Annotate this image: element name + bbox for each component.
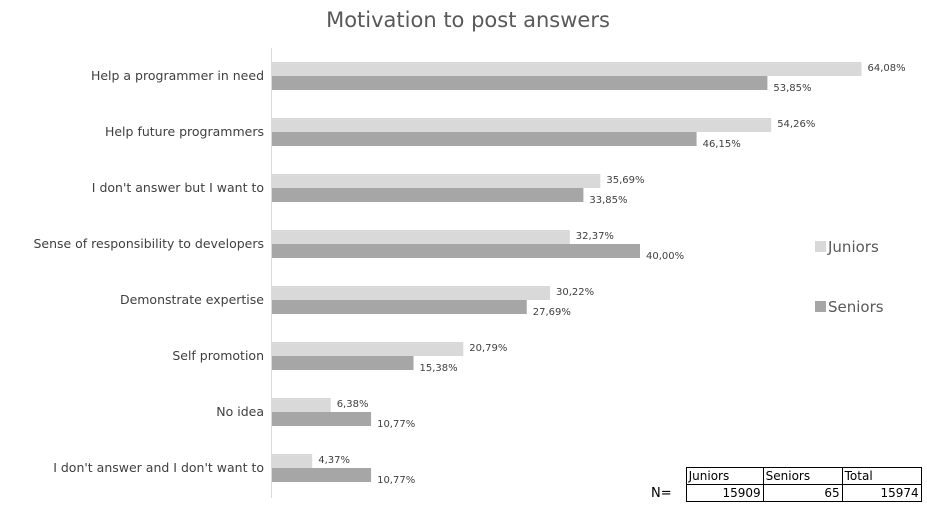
category-label: Self promotion bbox=[172, 348, 264, 363]
bar-juniors bbox=[272, 230, 570, 244]
category-label: Help future programmers bbox=[105, 124, 264, 139]
bar-seniors bbox=[272, 188, 584, 202]
bar-seniors bbox=[272, 468, 372, 482]
bar-juniors bbox=[272, 342, 464, 356]
data-label-juniors: 4,37% bbox=[318, 455, 350, 466]
category-label: Demonstrate expertise bbox=[120, 292, 264, 307]
bar-seniors bbox=[272, 300, 527, 314]
legend-label-juniors: Juniors bbox=[827, 238, 879, 256]
seniors-count: 65 bbox=[762, 484, 843, 502]
sample-size-header-row: Juniors Seniors Total bbox=[685, 467, 922, 485]
legend: Juniors Seniors bbox=[815, 238, 884, 316]
chart-title: Motivation to post answers bbox=[326, 8, 610, 32]
bar-juniors bbox=[272, 174, 601, 188]
bar-juniors bbox=[272, 62, 862, 76]
data-label-seniors: 46,15% bbox=[703, 139, 741, 150]
legend-swatch-seniors bbox=[815, 301, 826, 312]
data-label-juniors: 54,26% bbox=[777, 119, 815, 130]
legend-label-seniors: Seniors bbox=[828, 298, 884, 316]
data-label-juniors: 30,22% bbox=[556, 287, 594, 298]
data-label-seniors: 10,77% bbox=[377, 419, 415, 430]
bar-juniors bbox=[272, 398, 331, 412]
bar-juniors bbox=[272, 286, 551, 300]
data-label-seniors: 15,38% bbox=[419, 363, 457, 374]
seniors-header: Seniors bbox=[762, 467, 843, 485]
bar-seniors bbox=[272, 244, 640, 258]
bar-seniors bbox=[272, 412, 372, 426]
data-label-juniors: 35,69% bbox=[606, 175, 644, 186]
category-label: I don't answer but I want to bbox=[92, 180, 264, 195]
sample-size-label: N= bbox=[651, 486, 672, 501]
data-label-seniors: 27,69% bbox=[533, 307, 571, 318]
total-count: 15974 bbox=[841, 484, 922, 502]
total-header: Total bbox=[841, 467, 922, 485]
bar-juniors bbox=[272, 454, 313, 468]
data-label-juniors: 6,38% bbox=[337, 399, 369, 410]
data-label-juniors: 32,37% bbox=[576, 231, 614, 242]
data-label-seniors: 10,77% bbox=[377, 475, 415, 486]
plot-area: Help a programmer in need 64,08% 53,85% Hel… bbox=[33, 62, 906, 486]
bar-seniors bbox=[272, 132, 697, 146]
data-label-juniors: 64,08% bbox=[868, 63, 906, 74]
data-label-juniors: 20,79% bbox=[469, 343, 507, 354]
data-label-seniors: 40,00% bbox=[646, 251, 684, 262]
sample-size-table: N= Juniors Seniors Total 15909 65 15974 bbox=[651, 467, 922, 502]
category-label: I don't answer and I don't want to bbox=[53, 460, 264, 475]
sample-size-value-row: 15909 65 15974 bbox=[685, 484, 922, 502]
juniors-count: 15909 bbox=[685, 484, 764, 502]
sample-size-grid: Juniors Seniors Total 15909 65 15974 bbox=[685, 467, 922, 502]
bar-seniors bbox=[272, 356, 414, 370]
bar-seniors bbox=[272, 76, 768, 90]
juniors-header: Juniors bbox=[685, 467, 764, 485]
legend-swatch-juniors bbox=[815, 241, 826, 252]
category-label: Sense of responsibility to developers bbox=[33, 236, 264, 251]
data-label-seniors: 33,85% bbox=[589, 195, 627, 206]
category-label: No idea bbox=[216, 404, 264, 419]
category-label: Help a programmer in need bbox=[91, 68, 264, 83]
data-label-seniors: 53,85% bbox=[773, 83, 811, 94]
bar-juniors bbox=[272, 118, 772, 132]
